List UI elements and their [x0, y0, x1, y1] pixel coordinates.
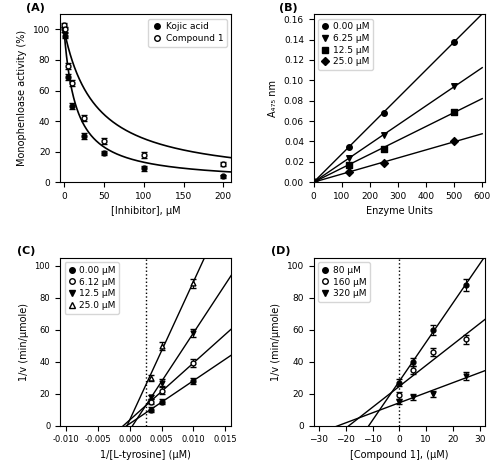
Y-axis label: A₄₇₅ nm: A₄₇₅ nm	[268, 79, 278, 117]
Legend: 0.00 μM, 6.25 μM, 12.5 μM, 25.0 μM: 0.00 μM, 6.25 μM, 12.5 μM, 25.0 μM	[318, 19, 372, 70]
Legend: 0.00 μM, 6.12 μM, 12.5 μM, 25.0 μM: 0.00 μM, 6.12 μM, 12.5 μM, 25.0 μM	[64, 262, 119, 314]
X-axis label: 1/[L-tyrosine] (μM): 1/[L-tyrosine] (μM)	[100, 450, 191, 460]
Point	[344, 143, 352, 150]
Y-axis label: 1/v (min/μmole): 1/v (min/μmole)	[271, 303, 281, 381]
Point	[310, 178, 318, 186]
Point	[310, 178, 318, 186]
X-axis label: Enzyme Units: Enzyme Units	[366, 206, 433, 217]
Point	[310, 178, 318, 186]
Point	[344, 168, 352, 176]
Legend: Kojic acid, Compound 1: Kojic acid, Compound 1	[148, 19, 227, 47]
X-axis label: [Compound 1], (μM): [Compound 1], (μM)	[350, 450, 448, 460]
Text: (B): (B)	[280, 3, 298, 13]
Point	[344, 161, 352, 169]
Point	[450, 108, 458, 116]
Point	[450, 38, 458, 45]
Point	[344, 154, 352, 161]
Point	[380, 131, 388, 139]
X-axis label: [Inhibitor], μM: [Inhibitor], μM	[111, 206, 180, 217]
Text: (A): (A)	[26, 3, 44, 13]
Point	[450, 138, 458, 145]
Text: (C): (C)	[17, 246, 36, 256]
Y-axis label: 1/v (min/μmole): 1/v (min/μmole)	[19, 303, 29, 381]
Text: (D): (D)	[271, 246, 290, 256]
Point	[310, 178, 318, 186]
Point	[380, 159, 388, 166]
Y-axis label: Monophenloase activity (%): Monophenloase activity (%)	[18, 30, 28, 166]
Point	[450, 83, 458, 90]
Point	[380, 109, 388, 117]
Legend: 80 μM, 160 μM, 320 μM: 80 μM, 160 μM, 320 μM	[318, 262, 370, 302]
Point	[380, 145, 388, 152]
